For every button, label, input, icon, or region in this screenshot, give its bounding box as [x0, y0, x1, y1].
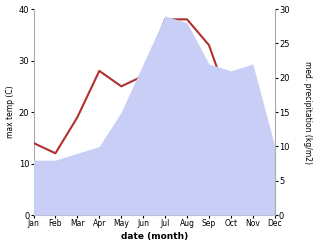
Y-axis label: med. precipitation (kg/m2): med. precipitation (kg/m2) — [303, 61, 313, 164]
X-axis label: date (month): date (month) — [121, 232, 188, 242]
Y-axis label: max temp (C): max temp (C) — [5, 86, 15, 138]
